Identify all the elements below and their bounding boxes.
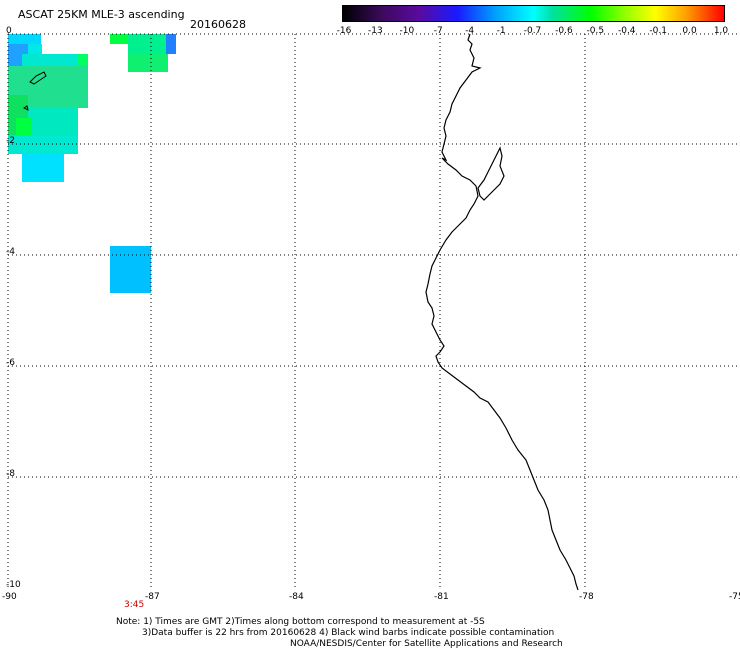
x-axis-tick-label: -78: [579, 592, 594, 602]
colorbar-tick-label: -10: [399, 26, 415, 36]
map-grid: [7, 33, 740, 588]
pass-time-label: 3:45: [124, 600, 145, 610]
colorbar-tick-label: -1: [496, 26, 506, 36]
y-axis-tick-label: -2: [6, 136, 15, 146]
y-axis-tick-label: -6: [6, 358, 15, 368]
colorbar-tick-label: -0.6: [555, 26, 573, 36]
coastline: [425, 33, 579, 591]
note-line-3: NOAA/NESDIS/Center for Satellite Applica…: [290, 639, 563, 649]
colorbar-tick-label: -13: [368, 26, 383, 36]
colorbar-tick-label: -7: [433, 26, 443, 36]
map-title: ASCAT 25KM MLE-3 ascending: [18, 8, 185, 21]
y-axis-tick-label: -10: [6, 580, 21, 590]
wind-data-cells: [8, 34, 176, 293]
colorbar-tick-label: -0.1: [649, 26, 667, 36]
y-axis-tick-label: 0: [6, 26, 12, 36]
colorbar-tick-label: 0.0: [682, 26, 697, 36]
colorbar-tick-label: -0.7: [523, 26, 542, 36]
colorbar-tick-label: 1.0: [713, 26, 729, 36]
note-line-2: 3)Data buffer is 22 hrs from 20160628 4)…: [142, 628, 555, 638]
x-axis-tick-label: -87: [145, 592, 160, 602]
x-axis-tick-label: -81: [434, 592, 449, 602]
colorbar-tick-label: -16: [336, 26, 352, 36]
colorbar-tick-label: -4: [465, 26, 475, 36]
note-line-1: Note: 1) Times are GMT 2)Times along bot…: [116, 617, 485, 627]
gulf-outline: [477, 146, 505, 201]
colorbar: [342, 5, 725, 22]
x-axis-tick-label: -84: [289, 592, 304, 602]
map-date: 20160628: [190, 18, 246, 31]
island-outlines: [23, 71, 47, 111]
x-axis-tick-label: -75: [729, 592, 740, 602]
x-axis-tick-label: -90: [2, 592, 17, 602]
y-axis-tick-label: -4: [6, 247, 15, 257]
y-axis-tick-label: -8: [6, 469, 15, 479]
colorbar-tick-label: -0.4: [617, 26, 636, 36]
colorbar-tick-label: -0.5: [586, 26, 605, 36]
